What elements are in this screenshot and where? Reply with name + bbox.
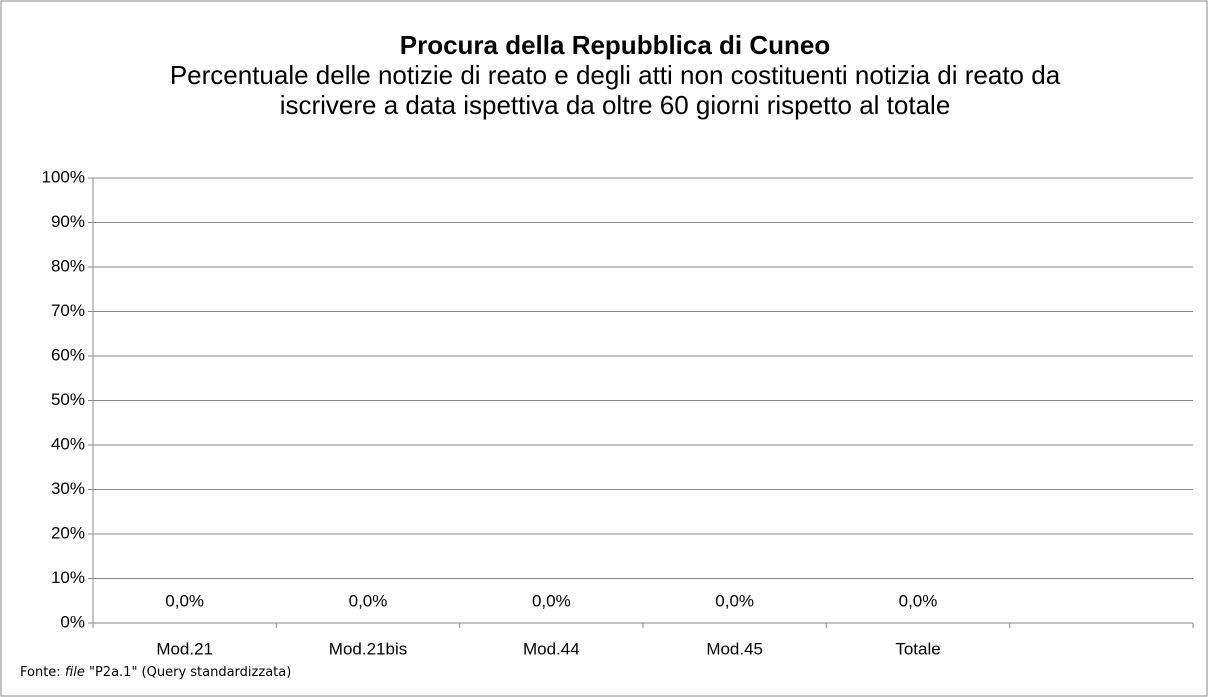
y-tick-label: 0% — [60, 612, 85, 631]
x-tick-label: Mod.45 — [706, 639, 763, 658]
value-label: 0,0% — [532, 591, 571, 610]
source-italic: file — [64, 665, 85, 680]
source-prefix: Fonte: — [20, 665, 61, 680]
y-tick-label: 70% — [51, 301, 85, 320]
y-tick-label: 30% — [51, 479, 85, 498]
source-note: Fonte: file "P2a.1" (Query standardizzat… — [20, 665, 291, 680]
y-tick-label: 50% — [51, 390, 85, 409]
y-tick-label: 10% — [51, 568, 85, 587]
y-tick-label: 20% — [51, 523, 85, 542]
chart-title: Procura della Repubblica di Cuneo — [399, 30, 831, 60]
y-tick-label: 90% — [51, 212, 85, 231]
source-rest: "P2a.1" (Query standardizzata) — [88, 665, 292, 680]
y-tick-label: 100% — [42, 167, 85, 186]
y-tick-label: 40% — [51, 434, 85, 453]
header: Procura della Repubblica di Cuneo Percen… — [135, 30, 1095, 120]
chart-subtitle: Percentuale delle notizie di reato e deg… — [169, 60, 1061, 120]
y-tick-label: 80% — [51, 256, 85, 275]
x-tick-label: Totale — [895, 639, 940, 658]
x-tick-label: Mod.21bis — [329, 639, 407, 658]
x-tick-label: Mod.21 — [156, 639, 213, 658]
x-tick-label: Mod.44 — [523, 639, 580, 658]
value-label: 0,0% — [165, 591, 204, 610]
value-label: 0,0% — [715, 591, 754, 610]
value-label: 0,0% — [899, 591, 938, 610]
value-label: 0,0% — [349, 591, 388, 610]
y-tick-label: 60% — [51, 345, 85, 364]
